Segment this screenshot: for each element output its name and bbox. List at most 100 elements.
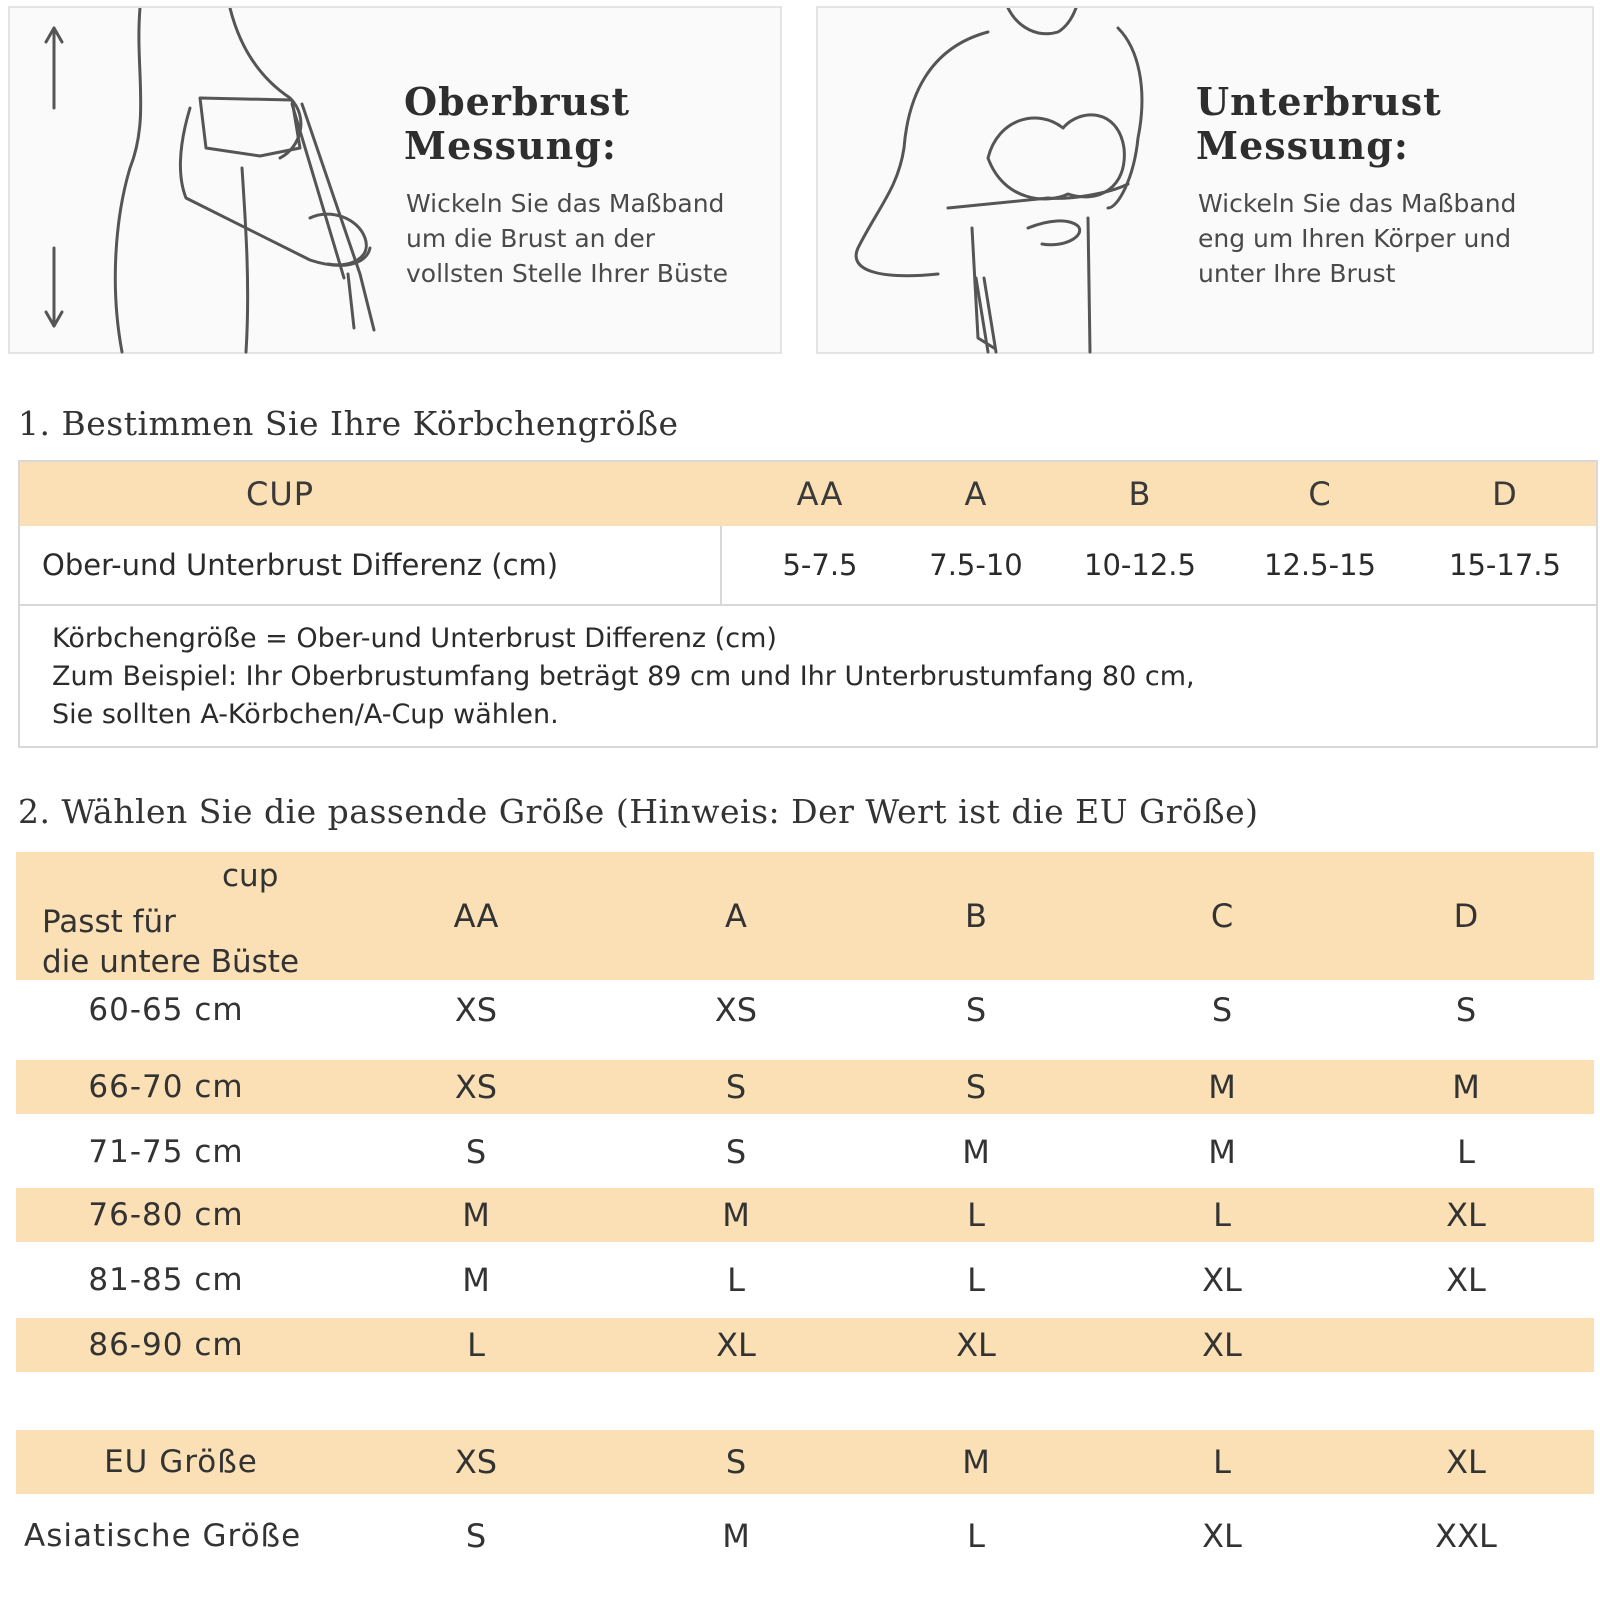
hands-outline	[1026, 219, 1082, 247]
under-bust-illustration	[854, 8, 1144, 354]
size-row: 86-90 cm L XL XL XL	[16, 1318, 1594, 1372]
cup-header-cell: B	[1128, 475, 1152, 513]
size-cell	[1386, 1318, 1546, 1372]
size-cell: XL	[1202, 1261, 1242, 1299]
cup-header-cell: AA	[796, 475, 844, 513]
size-cell: M	[462, 1261, 490, 1299]
difference-cell: 12.5-15	[1264, 548, 1376, 582]
bust-outline	[986, 113, 1126, 201]
cup-column-header: A	[725, 897, 747, 935]
arrow-down-head	[44, 310, 64, 328]
size-cell: XL	[956, 1326, 996, 1364]
size-cell: L	[1457, 1133, 1475, 1171]
asian-size-row: Asiatische Größe S M L XL XXL	[16, 1500, 1594, 1572]
bust-range-label: 71-75 cm	[88, 1134, 244, 1170]
size-cell: S	[965, 1068, 987, 1106]
difference-cell: 7.5-10	[929, 548, 1023, 582]
upper-bust-panel: Oberbrust Messung: Wickeln Sie das Maßba…	[8, 6, 782, 354]
size-cell: L	[967, 1261, 985, 1299]
instruction-line: vollsten Stelle Ihrer Büste	[406, 259, 729, 288]
bust-range-label: 60-65 cm	[88, 992, 244, 1028]
size-cell: M	[962, 1133, 990, 1171]
under-bust-title-line2: Messung:	[1196, 123, 1409, 168]
size-cell: S	[1211, 991, 1233, 1029]
eu-size-row: EU Größe XS S M L XL	[16, 1430, 1594, 1494]
note-line: Sie sollten A-Körbchen/A-Cup wählen.	[52, 699, 559, 730]
under-bust-title-line1: Unterbrust	[1196, 79, 1442, 124]
size-cell: XS	[714, 991, 758, 1029]
size-cell: L	[727, 1261, 745, 1299]
size-cell: XL	[1446, 1261, 1486, 1299]
size-row: 81-85 cm M L L XL XL	[16, 1250, 1594, 1310]
left-arm-outline	[854, 30, 990, 278]
difference-cell: 15-17.5	[1449, 548, 1561, 582]
difference-cell: 5-7.5	[782, 548, 858, 582]
note-line: Zum Beispiel: Ihr Oberbrustumfang beträg…	[52, 661, 1195, 692]
size-row: 71-75 cm S S M M L	[16, 1122, 1594, 1182]
shoulder-line	[228, 8, 303, 160]
section1-title: 1. Bestimmen Sie Ihre Körbchengröße	[18, 404, 679, 443]
asian-size-label: Asiatische Größe	[24, 1518, 302, 1554]
size-cell: L	[967, 1517, 985, 1555]
instruction-line: eng um Ihren Körper und	[1198, 224, 1512, 253]
measuring-tape	[290, 102, 376, 332]
header-bust-line: Passt für	[42, 904, 176, 940]
cup-table-values-row: Ober-und Unterbrust Differenz (cm) 5-7.5…	[20, 526, 1596, 606]
instruction-line: Wickeln Sie das Maßband	[406, 189, 725, 218]
size-cell: S	[725, 1068, 747, 1106]
size-cell: XL	[1446, 1443, 1486, 1481]
header-cup-label: cup	[222, 858, 279, 894]
size-cell: L	[1213, 1443, 1231, 1481]
cup-header-cell: C	[1308, 475, 1332, 513]
size-cell: XXL	[1435, 1517, 1497, 1555]
size-cell: XS	[454, 991, 498, 1029]
section2-title: 2. Wählen Sie die passende Größe (Hinwei…	[18, 792, 1259, 831]
size-cell: S	[465, 1517, 487, 1555]
bust-range-label: 66-70 cm	[88, 1069, 244, 1105]
bust-range-label: 86-90 cm	[88, 1327, 244, 1363]
size-cell: XS	[454, 1068, 498, 1106]
cup-header-cell: D	[1492, 475, 1518, 513]
size-cell: S	[965, 991, 987, 1029]
instruction-line: unter Ihre Brust	[1198, 259, 1396, 288]
back-outline	[113, 8, 143, 354]
torso-right	[1086, 216, 1092, 354]
size-cell: XL	[1202, 1326, 1242, 1364]
cup-size-note: Körbchengröße = Ober-und Unterbrust Diff…	[52, 620, 1195, 734]
upper-bust-title-line2: Messung:	[404, 123, 617, 168]
size-cell: M	[722, 1196, 750, 1234]
upper-bust-title-line1: Oberbrust	[404, 79, 631, 124]
cup-column-header: C	[1210, 897, 1234, 935]
neck-line	[1006, 8, 1078, 36]
size-cell: M	[722, 1517, 750, 1555]
size-cell: XL	[1202, 1517, 1242, 1555]
cup-column-header: AA	[453, 897, 499, 935]
size-cell: XL	[716, 1326, 756, 1364]
size-cell: S	[725, 1133, 747, 1171]
note-line: Körbchengröße = Ober-und Unterbrust Diff…	[52, 623, 777, 654]
size-cell: M	[1208, 1068, 1236, 1106]
size-cell: L	[467, 1326, 485, 1364]
size-cell: S	[725, 1443, 747, 1481]
size-cell: S	[1455, 991, 1477, 1029]
size-cell: M	[1452, 1068, 1480, 1106]
cup-header-cell: A	[964, 475, 988, 513]
instruction-line: um die Brust an der	[406, 224, 655, 253]
difference-row-label: Ober-und Unterbrust Differenz (cm)	[20, 526, 722, 604]
size-table-header: cup Passt für die untere Büste AA A B C …	[16, 852, 1594, 980]
size-cell: XS	[454, 1443, 498, 1481]
size-cell: L	[1213, 1196, 1231, 1234]
hand-outline	[308, 212, 368, 267]
right-shoulder	[1106, 26, 1144, 210]
eu-size-label: EU Größe	[104, 1444, 258, 1480]
arm-outline	[178, 106, 372, 267]
size-cell: S	[465, 1133, 487, 1171]
under-bust-instructions: Wickeln Sie das Maßband eng um Ihren Kör…	[1198, 186, 1516, 291]
size-cell: M	[462, 1196, 490, 1234]
torso-left	[970, 226, 996, 350]
arrow-up-head	[44, 26, 64, 44]
size-row: 76-80 cm M M L L XL	[16, 1188, 1594, 1242]
cup-table-header: CUP AA A B C D	[20, 462, 1596, 526]
hanging-tape	[974, 276, 998, 354]
under-bust-panel: Unterbrust Messung: Wickeln Sie das Maßb…	[816, 6, 1594, 354]
